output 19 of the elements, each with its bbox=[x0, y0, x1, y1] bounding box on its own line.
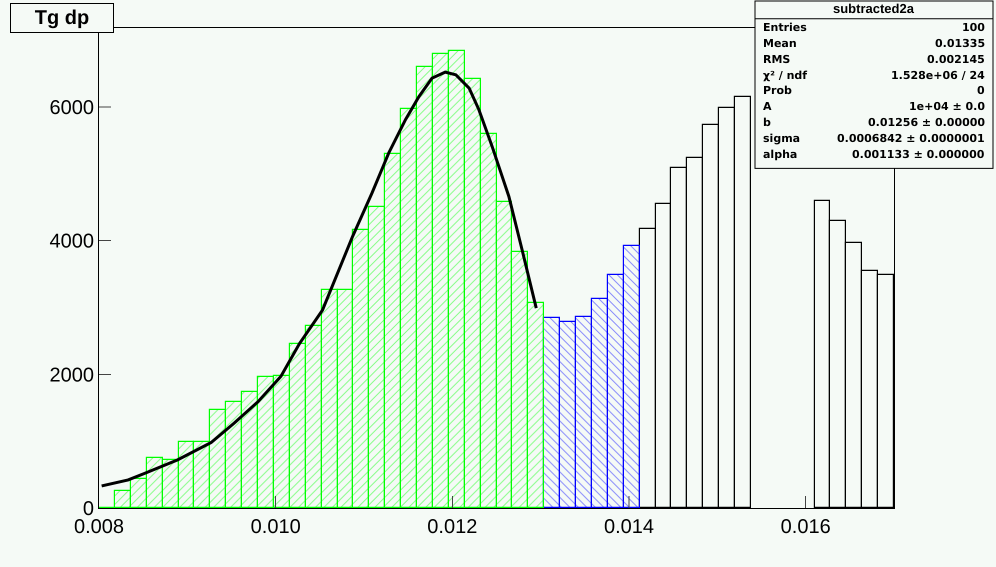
text: subtracted2a bbox=[833, 1, 915, 16]
text: Mean 0.01335 bbox=[763, 37, 986, 50]
line-series bbox=[100, 70, 538, 488]
text: RMS 0.002145 bbox=[763, 53, 985, 66]
y-tick-label: 2000 bbox=[50, 364, 94, 386]
y-tick-label: 4000 bbox=[50, 230, 94, 253]
text: A 1e+04 ± 0.0 bbox=[763, 100, 986, 113]
x-tick-label: 0.016 bbox=[780, 516, 831, 538]
text: b 0.01256 ± 0.00000 bbox=[763, 116, 986, 129]
text: Entries 100 bbox=[763, 21, 985, 34]
text: alpha 0.001133 ± 0.000000 bbox=[763, 148, 984, 161]
text: sigma 0.0006842 ± 0.0000001 bbox=[763, 132, 985, 145]
text: χ² / ndf 1.528e+06 / 24 bbox=[763, 69, 985, 82]
y-tick-label: 6000 bbox=[50, 96, 94, 119]
chart-title: Tg dp bbox=[34, 7, 90, 29]
x-tick-label: 0.010 bbox=[250, 516, 301, 538]
text: Prob 0 bbox=[763, 84, 985, 97]
x-tick-label: 0.012 bbox=[427, 516, 478, 538]
x-tick-label: 0.014 bbox=[604, 516, 654, 538]
